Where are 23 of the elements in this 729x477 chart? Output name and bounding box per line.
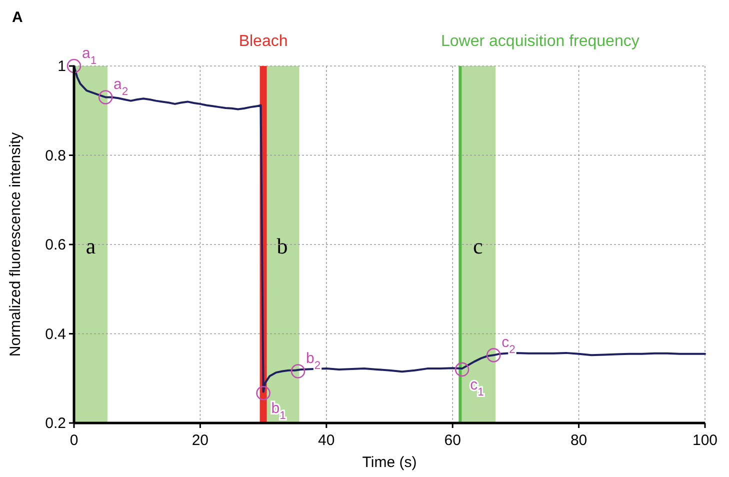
y-axis-title: Normalized fluorescence intensity bbox=[7, 132, 24, 357]
x-tick-label: 100 bbox=[692, 432, 718, 449]
annotation: b$_{1}$ bbox=[271, 400, 286, 422]
annotation: a$_{2}$ bbox=[114, 76, 128, 98]
x-axis-title: Time (s) bbox=[362, 454, 417, 471]
chart-title: A bbox=[12, 9, 23, 26]
x-tick-label: 0 bbox=[70, 432, 78, 449]
x-tick-label: 60 bbox=[444, 432, 461, 449]
annotation: c$_{1}$ bbox=[470, 376, 484, 398]
y-tick-label: 1 bbox=[58, 58, 66, 75]
y-tick-label: 0.6 bbox=[45, 236, 66, 254]
band-label: b bbox=[276, 234, 288, 258]
y-tick-label: 0.8 bbox=[45, 147, 66, 164]
y-tick-label: 0.2 bbox=[45, 415, 66, 432]
x-tick-label: 80 bbox=[570, 432, 588, 449]
ref-line-label: Bleach bbox=[238, 33, 288, 50]
band-label: c bbox=[472, 234, 483, 258]
annotation: a$_{1}$ bbox=[82, 45, 97, 67]
x-tick-label: 20 bbox=[192, 432, 209, 449]
band-label: a bbox=[86, 234, 96, 258]
x-tick-label: 40 bbox=[318, 432, 335, 449]
y-tick-label: 0.4 bbox=[45, 326, 66, 343]
ref-line-label: Lower acquisition frequency bbox=[441, 33, 640, 50]
